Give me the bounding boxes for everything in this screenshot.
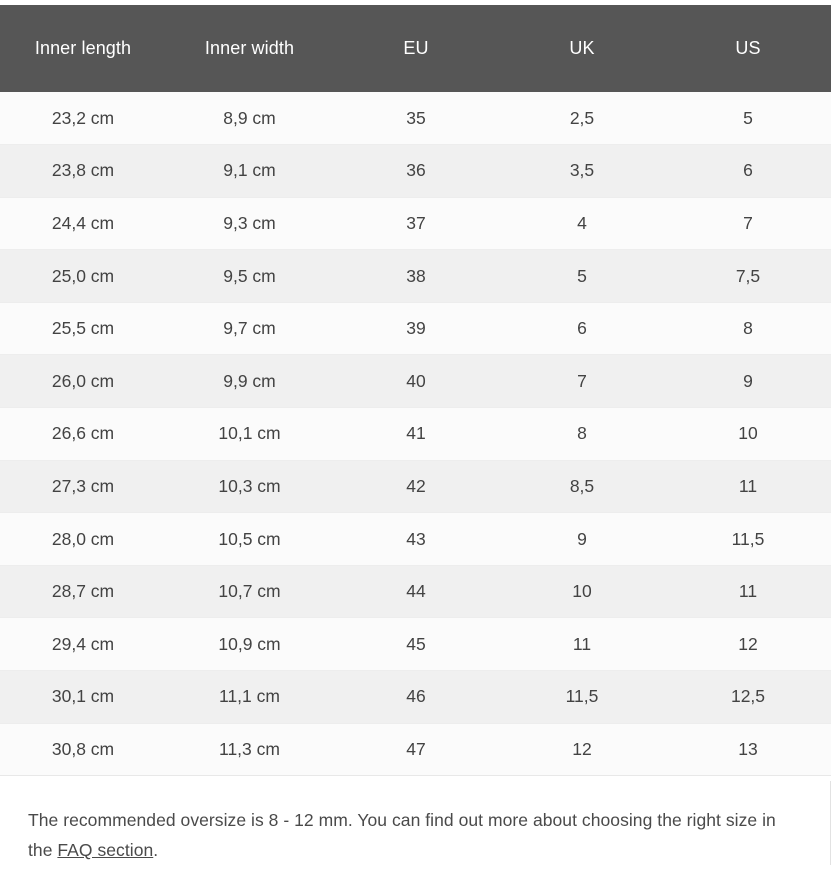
table-cell: 43 [333,512,499,566]
table-cell: 9,5 cm [166,249,333,303]
size-chart-panel: Inner length Inner width EU UK US 23,2 c… [0,5,831,777]
table-row: 28,0 cm 10,5 cm 43 9 11,5 [0,512,831,566]
table-cell: 8 [665,302,831,356]
table-cell: 7,5 [665,249,831,303]
table-row: 25,5 cm 9,7 cm 39 6 8 [0,302,831,356]
table-cell: 3,5 [499,144,665,198]
column-header-eu: EU [333,5,499,92]
table-cell: 5 [665,92,831,146]
table-cell: 6 [665,144,831,198]
table-cell: 25,5 cm [0,302,166,356]
table-cell: 41 [333,407,499,461]
column-header-inner-width: Inner width [166,5,333,92]
table-cell: 4 [499,197,665,251]
table-cell: 30,8 cm [0,723,166,777]
table-cell: 28,7 cm [0,565,166,619]
table-cell: 23,2 cm [0,92,166,146]
table-cell: 9 [499,512,665,566]
table-cell: 39 [333,302,499,356]
table-cell: 45 [333,617,499,672]
column-header-uk: UK [499,5,665,92]
table-cell: 7 [665,197,831,251]
faq-section-link[interactable]: FAQ section [57,840,154,860]
table-cell: 44 [333,565,499,619]
table-cell: 9 [665,354,831,409]
table-row: 30,8 cm 11,3 cm 47 12 13 [0,723,831,777]
table-cell: 26,6 cm [0,407,166,461]
table-cell: 11,1 cm [166,670,333,724]
table-cell: 7 [499,354,665,409]
table-row: 25,0 cm 9,5 cm 38 5 7,5 [0,249,831,303]
table-cell: 13 [665,723,831,777]
table-cell: 9,1 cm [166,144,333,198]
table-cell: 12,5 [665,670,831,724]
table-cell: 12 [499,723,665,777]
column-header-inner-length: Inner length [0,5,166,92]
table-cell: 9,7 cm [166,302,333,356]
header-row: Inner length Inner width EU UK US [0,5,831,92]
table-row: 26,0 cm 9,9 cm 40 7 9 [0,354,831,409]
table-cell: 11 [665,565,831,619]
table-cell: 37 [333,197,499,251]
table-cell: 10 [665,407,831,461]
note-text-before-link: The recommended oversize is 8 - 12 mm. Y… [28,810,776,860]
table-cell: 35 [333,92,499,146]
table-cell: 8,5 [499,460,665,514]
table-row: 23,8 cm 9,1 cm 36 3,5 6 [0,144,831,198]
table-cell: 5 [499,249,665,303]
table-cell: 10,5 cm [166,512,333,566]
table-cell: 10,9 cm [166,617,333,672]
table-cell: 38 [333,249,499,303]
table-row: 23,2 cm 8,9 cm 35 2,5 5 [0,92,831,146]
table-body: 23,2 cm 8,9 cm 35 2,5 5 23,8 cm 9,1 cm 36 3,5 6 24… [0,92,831,777]
column-header-us: US [665,5,831,92]
table-cell: 25,0 cm [0,249,166,303]
table-cell: 10,1 cm [166,407,333,461]
size-chart-table: Inner length Inner width EU UK US 23,2 c… [0,5,831,777]
table-cell: 12 [665,617,831,672]
table-cell: 11 [499,617,665,672]
table-cell: 30,1 cm [0,670,166,724]
table-cell: 8 [499,407,665,461]
table-cell: 36 [333,144,499,198]
table-cell: 47 [333,723,499,777]
table-cell: 10,7 cm [166,565,333,619]
table-cell: 9,3 cm [166,197,333,251]
table-cell: 11 [665,460,831,514]
table-cell: 28,0 cm [0,512,166,566]
table-cell: 11,5 [499,670,665,724]
table-cell: 11,5 [665,512,831,566]
table-row: 30,1 cm 11,1 cm 46 11,5 12,5 [0,670,831,724]
table-cell: 23,8 cm [0,144,166,198]
table-cell: 46 [333,670,499,724]
table-cell: 29,4 cm [0,617,166,672]
table-cell: 10,3 cm [166,460,333,514]
table-cell: 27,3 cm [0,460,166,514]
table-cell: 10 [499,565,665,619]
table-cell: 24,4 cm [0,197,166,251]
table-cell: 6 [499,302,665,356]
table-cell: 26,0 cm [0,354,166,409]
table-cell: 42 [333,460,499,514]
table-cell: 2,5 [499,92,665,146]
table-header: Inner length Inner width EU UK US [0,5,831,92]
table-cell: 11,3 cm [166,723,333,777]
size-note: The recommended oversize is 8 - 12 mm. Y… [0,781,831,865]
table-row: 26,6 cm 10,1 cm 41 8 10 [0,407,831,461]
table-row: 28,7 cm 10,7 cm 44 10 11 [0,565,831,619]
table-cell: 8,9 cm [166,92,333,146]
note-text-after-link: . [153,840,159,860]
table-cell: 40 [333,354,499,409]
table-row: 29,4 cm 10,9 cm 45 11 12 [0,617,831,672]
table-row: 27,3 cm 10,3 cm 42 8,5 11 [0,460,831,514]
table-cell: 9,9 cm [166,354,333,409]
table-row: 24,4 cm 9,3 cm 37 4 7 [0,197,831,251]
